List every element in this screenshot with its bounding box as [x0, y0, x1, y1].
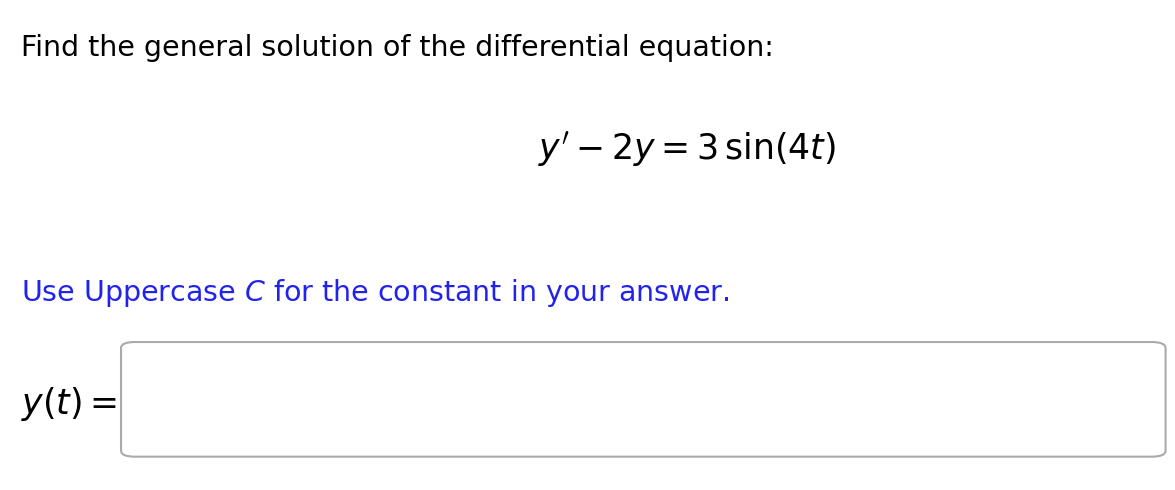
Text: $y' - 2y = 3\,\mathrm{sin}(4t)$: $y' - 2y = 3\,\mathrm{sin}(4t)$ [538, 129, 837, 170]
Text: $y(t) =$: $y(t) =$ [21, 385, 118, 423]
Text: Find the general solution of the differential equation:: Find the general solution of the differe… [21, 34, 774, 62]
Text: Use Uppercase $\mathit{C}$ for the constant in your answer.: Use Uppercase $\mathit{C}$ for the const… [21, 277, 730, 309]
